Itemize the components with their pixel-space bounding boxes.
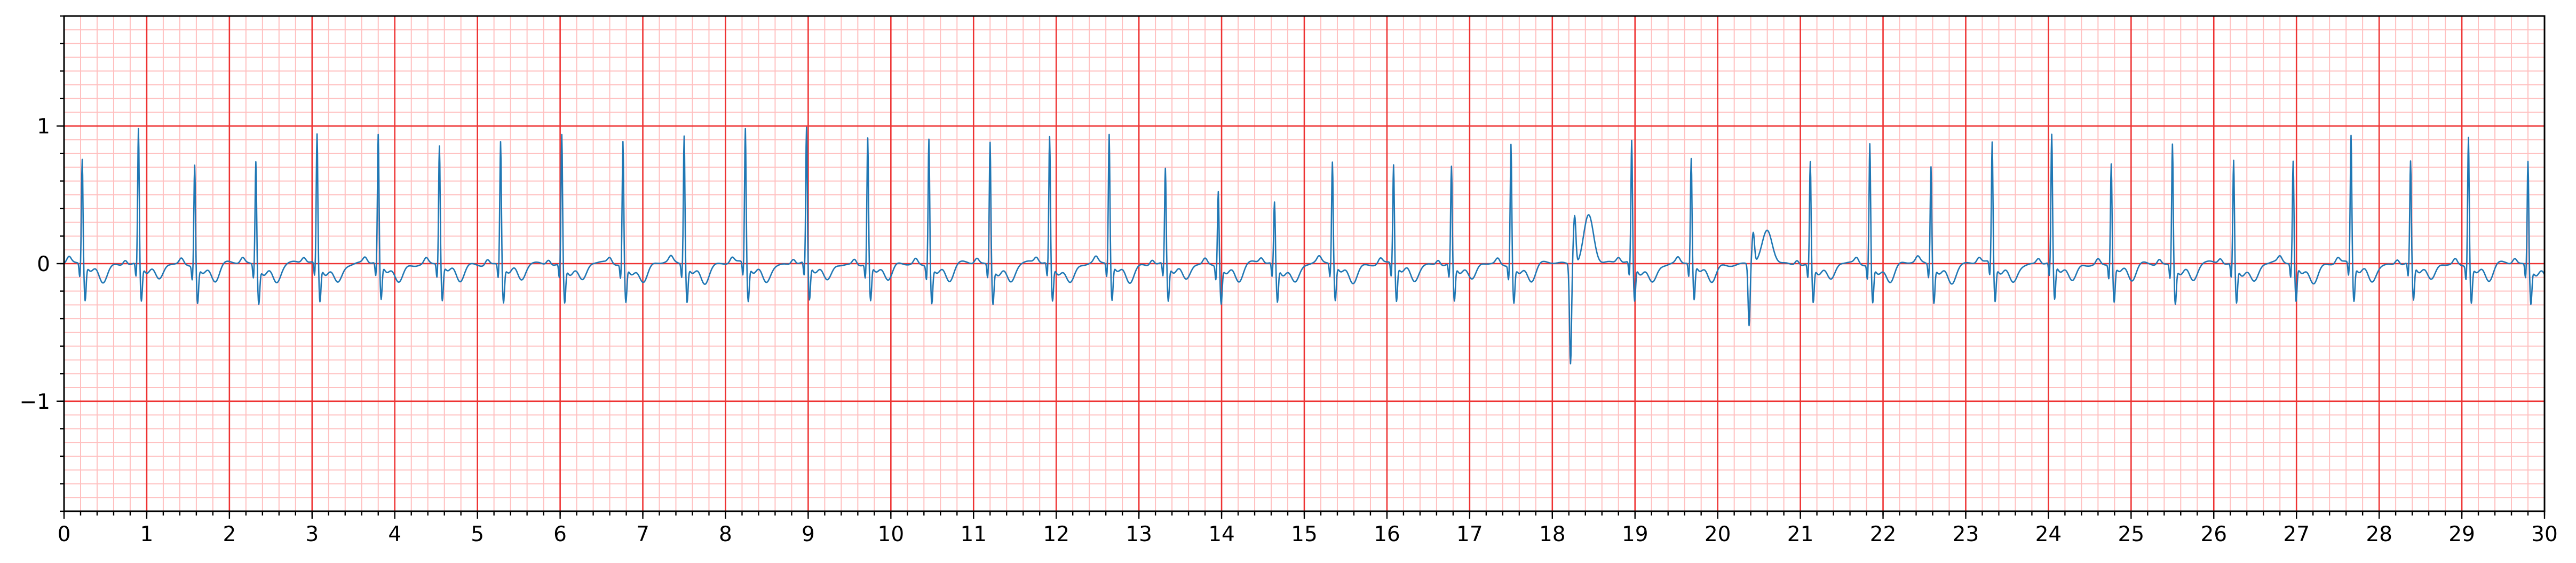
y-axis-tick-labels: −1 0 1 <box>20 115 51 414</box>
x-tick-label: 27 <box>2283 522 2310 546</box>
x-tick-label: 3 <box>305 522 319 546</box>
x-tick-label: 5 <box>471 522 484 546</box>
x-tick-label: 29 <box>2448 522 2475 546</box>
x-tick-label: 15 <box>1291 522 1318 546</box>
axis-ticks <box>57 15 2546 519</box>
x-tick-label: 14 <box>1208 522 1235 546</box>
x-tick-label: 30 <box>2531 522 2558 546</box>
x-tick-label: 10 <box>878 522 905 546</box>
x-tick-label: 8 <box>719 522 732 546</box>
x-tick-label: 18 <box>1539 522 1566 546</box>
x-tick-label: 19 <box>1622 522 1648 546</box>
x-tick-label: 16 <box>1374 522 1400 546</box>
major-grid <box>63 16 2546 511</box>
x-tick-label: 22 <box>1870 522 1897 546</box>
x-tick-label: 4 <box>388 522 401 546</box>
y-tick-label: 0 <box>37 252 50 276</box>
x-tick-label: 26 <box>2200 522 2227 546</box>
x-tick-label: 23 <box>1953 522 1979 546</box>
y-tick-label: 1 <box>37 115 50 139</box>
x-tick-label: 0 <box>58 522 71 546</box>
x-tick-label: 24 <box>2035 522 2062 546</box>
x-tick-label: 2 <box>223 522 236 546</box>
x-tick-label: 28 <box>2366 522 2392 546</box>
x-tick-label: 20 <box>1705 522 1731 546</box>
x-axis-tick-labels: 0 1 2 3 4 5 6 7 8 9 10 11 12 13 14 15 16 17 18 19 20 21 22 23 24… <box>58 522 2558 546</box>
ecg-trace <box>64 126 2546 364</box>
x-tick-label: 11 <box>960 522 987 546</box>
x-tick-label: 6 <box>553 522 567 546</box>
x-tick-label: 25 <box>2118 522 2145 546</box>
x-tick-label: 1 <box>140 522 154 546</box>
x-tick-label: 12 <box>1043 522 1069 546</box>
x-tick-label: 21 <box>1787 522 1814 546</box>
x-tick-label: 17 <box>1456 522 1483 546</box>
y-tick-label: −1 <box>20 390 51 414</box>
x-tick-label: 13 <box>1125 522 1152 546</box>
x-tick-label: 7 <box>636 522 649 546</box>
x-tick-label: 9 <box>802 522 815 546</box>
